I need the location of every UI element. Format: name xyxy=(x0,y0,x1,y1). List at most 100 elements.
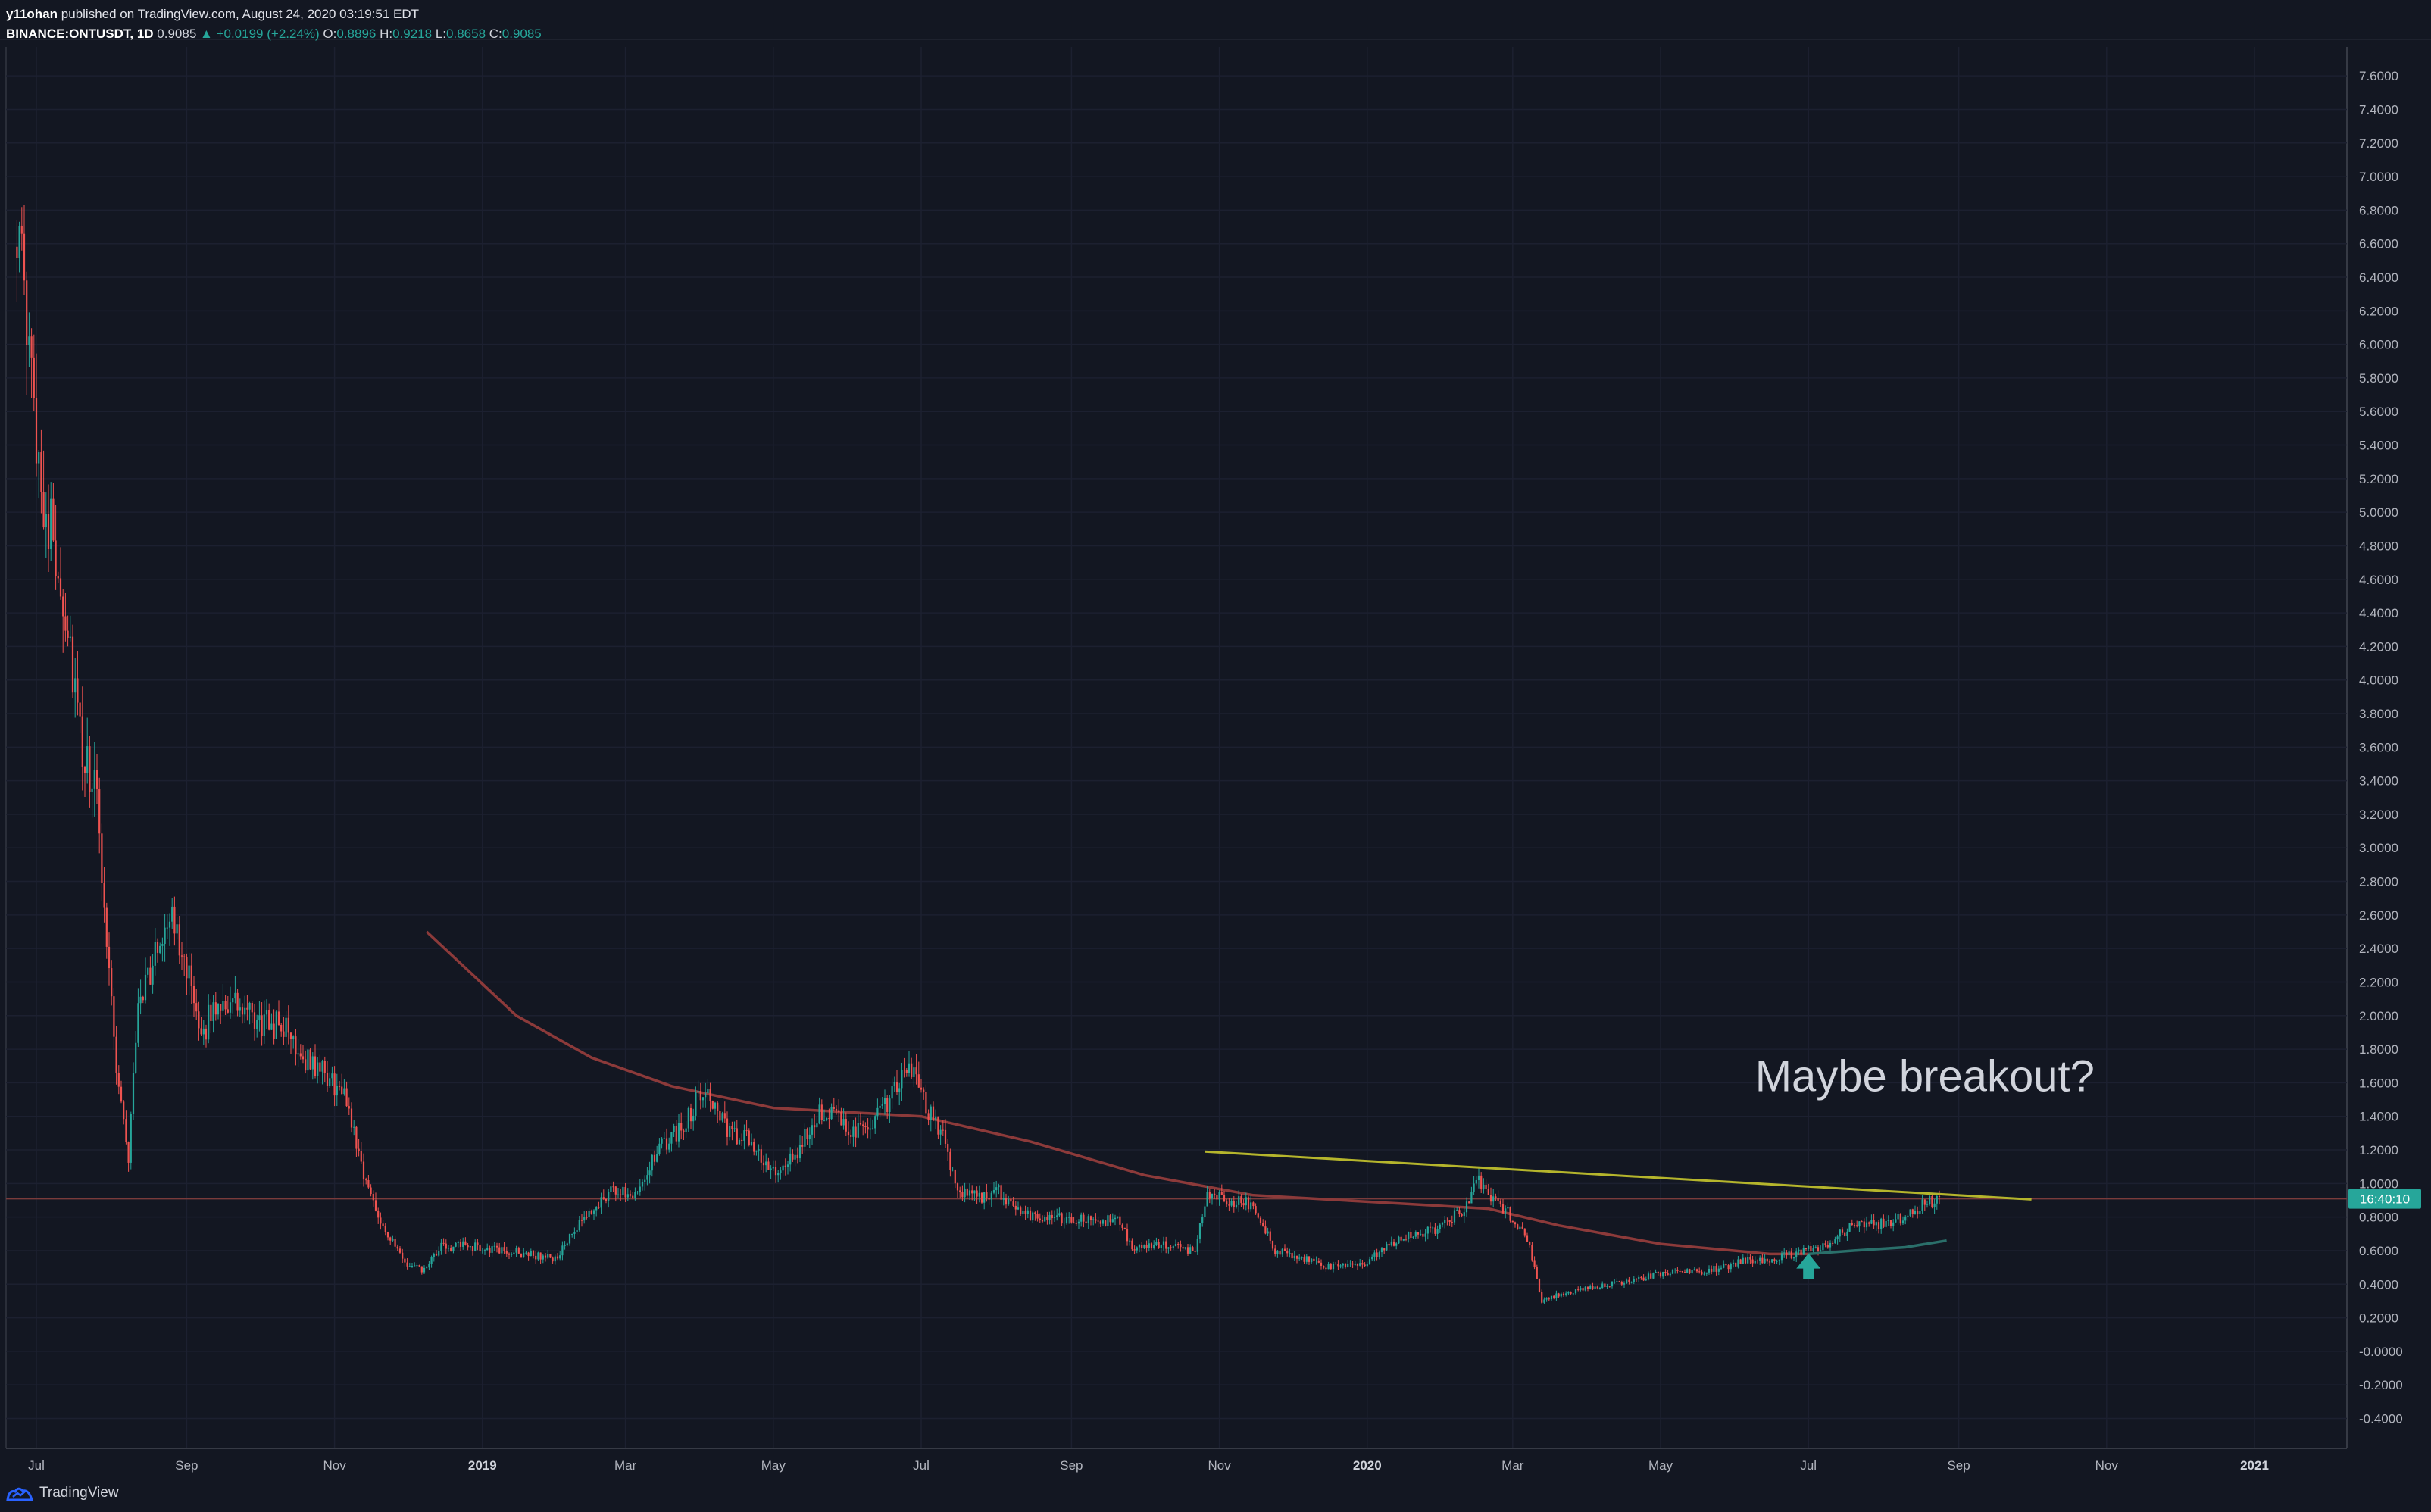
candle-body xyxy=(212,1002,214,1022)
candle-body xyxy=(1601,1283,1604,1289)
candle-body xyxy=(1598,1288,1601,1289)
candle-body xyxy=(556,1256,559,1259)
candle-body xyxy=(1538,1279,1541,1292)
candle-body xyxy=(711,1101,714,1109)
symbol-label[interactable]: BINANCE:ONTUSDT, 1D xyxy=(6,27,154,41)
candle-body xyxy=(420,1266,423,1273)
candle-body xyxy=(772,1167,774,1169)
candle-body xyxy=(1875,1222,1877,1226)
candle-body xyxy=(450,1248,452,1251)
candle-body xyxy=(1792,1257,1795,1259)
candle-body xyxy=(1667,1273,1669,1276)
candle-body xyxy=(685,1128,687,1132)
candle-body xyxy=(1495,1196,1497,1198)
candle-body xyxy=(862,1124,864,1126)
candle-body xyxy=(1655,1271,1657,1273)
candle-body xyxy=(973,1190,976,1194)
x-tick-label: Jul xyxy=(28,1458,45,1473)
candle-body xyxy=(307,1049,309,1071)
candle-body xyxy=(968,1190,971,1196)
candle-body xyxy=(202,1028,205,1035)
y-tick-label: 1.8000 xyxy=(2359,1042,2398,1057)
candle-body xyxy=(1129,1240,1131,1242)
candle-body xyxy=(244,1007,246,1015)
candle-body xyxy=(166,927,168,929)
candle-body xyxy=(1320,1262,1323,1266)
candle-body xyxy=(1921,1199,1923,1211)
candle-body xyxy=(1220,1192,1223,1195)
candle-body xyxy=(1695,1269,1698,1272)
candle-body xyxy=(1420,1233,1422,1235)
candle-body xyxy=(883,1098,886,1104)
candle-body xyxy=(305,1059,307,1071)
candle-body xyxy=(317,1062,319,1076)
candle-body xyxy=(605,1198,608,1201)
candle-body xyxy=(1584,1286,1586,1291)
candle-body xyxy=(292,1036,295,1039)
y-tick-label: 2.2000 xyxy=(2359,975,2398,989)
candle-body xyxy=(762,1162,765,1166)
candle-body xyxy=(1461,1214,1463,1217)
arrow-up-icon xyxy=(1796,1253,1821,1279)
candle-body xyxy=(986,1192,988,1198)
candles-group xyxy=(16,205,1941,1304)
candle-body xyxy=(1492,1196,1495,1202)
candle-body xyxy=(1429,1226,1432,1228)
candle-body xyxy=(1604,1283,1606,1288)
candle-body xyxy=(137,1003,139,1043)
candle-body xyxy=(644,1179,646,1182)
candle-body xyxy=(608,1192,610,1201)
candle-body xyxy=(944,1129,947,1144)
candle-body xyxy=(1572,1293,1574,1295)
y-tick-label: 0.4000 xyxy=(2359,1277,2398,1292)
candle-body xyxy=(845,1119,847,1132)
candle-body xyxy=(1373,1252,1376,1257)
resistance-trendline[interactable] xyxy=(1205,1150,2032,1201)
y-tick-label: -0.4000 xyxy=(2359,1411,2403,1426)
candle-body xyxy=(1642,1277,1645,1281)
candle-body xyxy=(508,1253,511,1255)
candle-body xyxy=(1555,1293,1558,1298)
candle-body xyxy=(1703,1273,1705,1275)
candle-body xyxy=(1238,1196,1240,1205)
candle-body xyxy=(1662,1271,1664,1277)
candle-body xyxy=(937,1116,939,1135)
candle-body xyxy=(792,1153,794,1160)
y-tick-label: 6.8000 xyxy=(2359,203,2398,217)
y-tick-label: 3.2000 xyxy=(2359,808,2398,822)
candle-body xyxy=(498,1247,501,1254)
candle-body xyxy=(1681,1270,1683,1273)
author-name[interactable]: y11ohan xyxy=(6,7,58,21)
y-tick-label: 6.0000 xyxy=(2359,338,2398,352)
candle-body xyxy=(1206,1191,1208,1207)
candle-body xyxy=(1475,1179,1477,1184)
candle-body xyxy=(598,1207,600,1208)
low-label: L: xyxy=(435,27,447,41)
candle-body xyxy=(50,498,52,550)
candle-body xyxy=(198,1011,200,1029)
candle-body xyxy=(1907,1215,1909,1217)
candle-body xyxy=(930,1106,932,1120)
candle-body xyxy=(1911,1209,1914,1214)
candle-body xyxy=(1061,1213,1063,1224)
candle-body xyxy=(1536,1267,1538,1279)
candle-body xyxy=(1105,1220,1107,1226)
candle-body xyxy=(1851,1223,1853,1226)
candle-body xyxy=(1832,1242,1834,1244)
candle-body xyxy=(1068,1217,1070,1218)
y-tick-label: 0.8000 xyxy=(2359,1211,2398,1225)
candle-body xyxy=(990,1192,992,1200)
y-tick-label: -0.2000 xyxy=(2359,1378,2403,1392)
candle-body xyxy=(1887,1220,1889,1221)
candle-body xyxy=(889,1098,891,1113)
candle-body xyxy=(745,1130,748,1132)
candle-body xyxy=(1497,1198,1499,1201)
candle-body xyxy=(1255,1206,1257,1214)
footer-brand[interactable]: TradingView xyxy=(6,1485,119,1501)
candle-body xyxy=(1201,1217,1204,1223)
candle-body xyxy=(360,1151,362,1162)
candle-body xyxy=(653,1154,656,1162)
candle-body xyxy=(1056,1215,1058,1217)
y-tick-label: 7.6000 xyxy=(2359,69,2398,83)
